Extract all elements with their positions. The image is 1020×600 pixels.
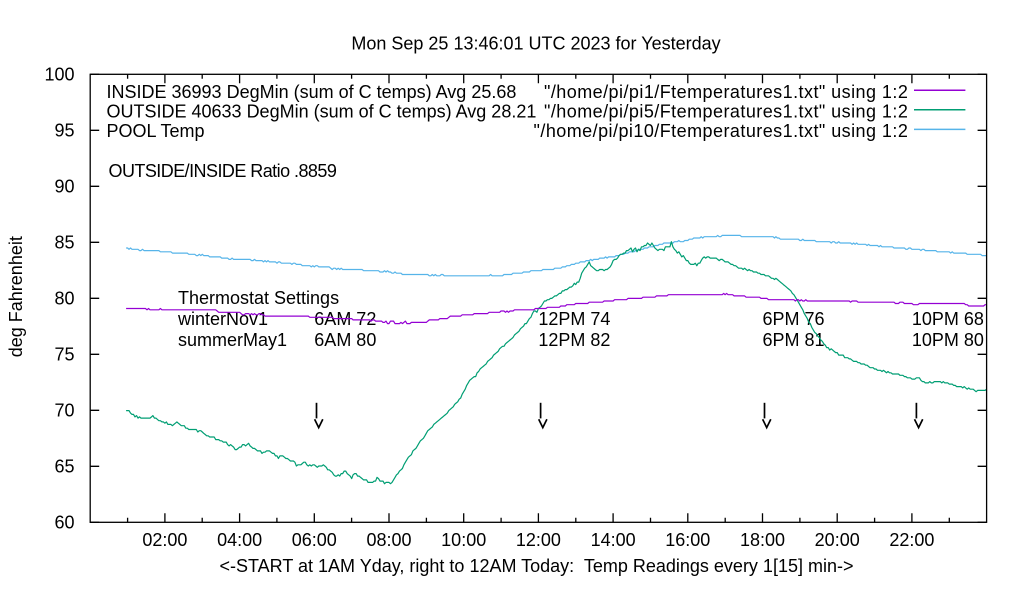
svg-text:10:00: 10:00 — [441, 530, 486, 550]
svg-text:6AM 80: 6AM 80 — [314, 330, 376, 350]
svg-text:Thermostat Settings: Thermostat Settings — [178, 288, 339, 308]
svg-text:12PM 82: 12PM 82 — [538, 330, 610, 350]
svg-text:10PM 80: 10PM 80 — [912, 330, 984, 350]
svg-text:POOL Temp: POOL Temp — [107, 121, 205, 141]
svg-text:12PM 74: 12PM 74 — [538, 309, 610, 329]
svg-text:"/home/pi/pi10/Ftemperatures1.: "/home/pi/pi10/Ftemperatures1.txt" using… — [534, 121, 909, 141]
svg-text:18:00: 18:00 — [740, 530, 785, 550]
svg-text:02:00: 02:00 — [142, 530, 187, 550]
svg-text:6PM 81: 6PM 81 — [763, 330, 825, 350]
svg-text:OUTSIDE/INSIDE Ratio .8859: OUTSIDE/INSIDE Ratio .8859 — [109, 161, 337, 181]
svg-text:90: 90 — [54, 177, 74, 197]
svg-text:<-START at 1AM Yday, right to: <-START at 1AM Yday, right to 12AM Today… — [220, 556, 854, 576]
svg-text:"/home/pi/pi1/Ftemperatures1.t: "/home/pi/pi1/Ftemperatures1.txt" using … — [544, 82, 908, 102]
svg-text:16:00: 16:00 — [665, 530, 710, 550]
svg-text:95: 95 — [54, 121, 74, 141]
svg-text:80: 80 — [54, 289, 74, 309]
svg-text:12:00: 12:00 — [516, 530, 561, 550]
svg-text:04:00: 04:00 — [217, 530, 262, 550]
svg-text:OUTSIDE 40633 DegMin (sum of C: OUTSIDE 40633 DegMin (sum of C temps) Av… — [107, 101, 537, 121]
svg-text:22:00: 22:00 — [889, 530, 934, 550]
svg-text:"/home/pi/pi5/Ftemperatures1.t: "/home/pi/pi5/Ftemperatures1.txt" using … — [544, 101, 908, 121]
svg-text:100: 100 — [44, 65, 74, 85]
svg-text:75: 75 — [54, 345, 74, 365]
svg-text:INSIDE 36993 DegMin (sum of C: INSIDE 36993 DegMin (sum of C temps) Avg… — [107, 82, 517, 102]
svg-text:85: 85 — [54, 233, 74, 253]
svg-text:6PM 76: 6PM 76 — [763, 309, 825, 329]
svg-text:06:00: 06:00 — [292, 530, 337, 550]
svg-text:08:00: 08:00 — [366, 530, 411, 550]
svg-text:65: 65 — [54, 457, 74, 477]
svg-text:10PM 68: 10PM 68 — [912, 309, 984, 329]
svg-text:deg Fahrenheit: deg Fahrenheit — [6, 236, 26, 357]
svg-text:70: 70 — [54, 401, 74, 421]
svg-text:60: 60 — [54, 513, 74, 533]
svg-text:summerMay1: summerMay1 — [178, 330, 287, 350]
svg-text:14:00: 14:00 — [591, 530, 636, 550]
svg-text:20:00: 20:00 — [815, 530, 860, 550]
svg-text:Mon Sep 25 13:46:01 UTC 2023 f: Mon Sep 25 13:46:01 UTC 2023 for Yesterd… — [351, 34, 720, 54]
